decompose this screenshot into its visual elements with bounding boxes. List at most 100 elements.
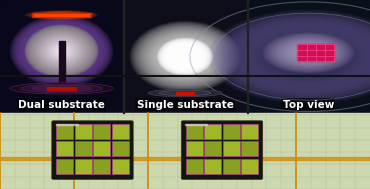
Ellipse shape <box>242 26 370 88</box>
Ellipse shape <box>264 36 353 77</box>
Ellipse shape <box>157 38 213 76</box>
Ellipse shape <box>290 45 327 61</box>
Ellipse shape <box>25 25 99 77</box>
Ellipse shape <box>208 10 370 103</box>
Ellipse shape <box>173 49 197 65</box>
Bar <box>186 159 203 174</box>
Ellipse shape <box>161 41 209 73</box>
Ellipse shape <box>170 46 200 67</box>
Bar <box>297 44 334 61</box>
Ellipse shape <box>158 40 212 74</box>
Ellipse shape <box>275 38 342 68</box>
Ellipse shape <box>223 17 370 96</box>
Ellipse shape <box>44 39 80 64</box>
Ellipse shape <box>130 21 240 93</box>
Ellipse shape <box>244 27 370 87</box>
Ellipse shape <box>297 48 319 58</box>
Ellipse shape <box>259 34 357 80</box>
Ellipse shape <box>38 35 85 67</box>
Ellipse shape <box>36 33 88 69</box>
Ellipse shape <box>290 48 327 65</box>
Bar <box>56 141 73 156</box>
Ellipse shape <box>45 39 78 63</box>
Ellipse shape <box>181 54 189 60</box>
Bar <box>93 124 110 139</box>
Ellipse shape <box>282 41 334 65</box>
Ellipse shape <box>149 34 221 80</box>
Ellipse shape <box>59 49 64 53</box>
Ellipse shape <box>262 32 354 74</box>
Ellipse shape <box>177 51 193 62</box>
Ellipse shape <box>144 30 226 83</box>
Bar <box>186 124 203 139</box>
Ellipse shape <box>270 36 347 70</box>
Bar <box>56 124 78 125</box>
Ellipse shape <box>279 40 338 66</box>
Ellipse shape <box>178 52 192 61</box>
FancyBboxPatch shape <box>181 121 263 179</box>
Ellipse shape <box>258 33 359 80</box>
Ellipse shape <box>293 46 324 60</box>
Ellipse shape <box>174 49 196 64</box>
Ellipse shape <box>54 14 69 16</box>
Ellipse shape <box>239 24 370 89</box>
Ellipse shape <box>234 22 370 91</box>
Ellipse shape <box>167 45 203 68</box>
Ellipse shape <box>15 19 108 83</box>
Ellipse shape <box>59 49 64 53</box>
Ellipse shape <box>235 23 370 91</box>
Ellipse shape <box>177 52 193 62</box>
Bar <box>75 159 92 174</box>
Ellipse shape <box>249 29 368 84</box>
Bar <box>0 113 370 189</box>
Ellipse shape <box>232 21 370 92</box>
Ellipse shape <box>141 28 229 85</box>
Ellipse shape <box>134 24 236 90</box>
Ellipse shape <box>58 48 65 54</box>
Ellipse shape <box>265 33 351 72</box>
Ellipse shape <box>163 42 207 72</box>
Ellipse shape <box>181 54 189 60</box>
Ellipse shape <box>171 47 199 66</box>
Ellipse shape <box>305 55 312 58</box>
Ellipse shape <box>24 25 99 77</box>
Ellipse shape <box>184 56 186 57</box>
Bar <box>112 159 129 174</box>
Ellipse shape <box>222 17 370 97</box>
Ellipse shape <box>213 13 370 101</box>
Ellipse shape <box>49 13 74 16</box>
Ellipse shape <box>48 41 75 61</box>
Ellipse shape <box>167 44 203 69</box>
Ellipse shape <box>13 17 111 85</box>
Ellipse shape <box>175 50 195 63</box>
Ellipse shape <box>304 51 313 55</box>
Ellipse shape <box>55 46 68 56</box>
Ellipse shape <box>42 38 81 64</box>
Ellipse shape <box>240 25 370 88</box>
Ellipse shape <box>46 40 77 62</box>
Ellipse shape <box>33 31 90 71</box>
Ellipse shape <box>237 24 370 90</box>
Ellipse shape <box>288 47 329 66</box>
Ellipse shape <box>20 22 103 80</box>
Ellipse shape <box>47 13 77 17</box>
Ellipse shape <box>302 50 314 56</box>
Ellipse shape <box>164 43 206 71</box>
Ellipse shape <box>161 41 209 73</box>
Ellipse shape <box>138 26 232 87</box>
Ellipse shape <box>47 41 76 61</box>
Ellipse shape <box>165 44 205 70</box>
Ellipse shape <box>148 89 222 97</box>
Ellipse shape <box>153 36 217 77</box>
Bar <box>112 124 129 139</box>
Ellipse shape <box>34 32 89 70</box>
Ellipse shape <box>34 32 89 70</box>
Ellipse shape <box>160 40 210 74</box>
Bar <box>59 41 65 83</box>
Ellipse shape <box>164 43 206 70</box>
Ellipse shape <box>44 13 79 17</box>
Ellipse shape <box>44 39 79 63</box>
Ellipse shape <box>271 39 346 74</box>
Ellipse shape <box>176 51 194 62</box>
Ellipse shape <box>179 53 191 60</box>
